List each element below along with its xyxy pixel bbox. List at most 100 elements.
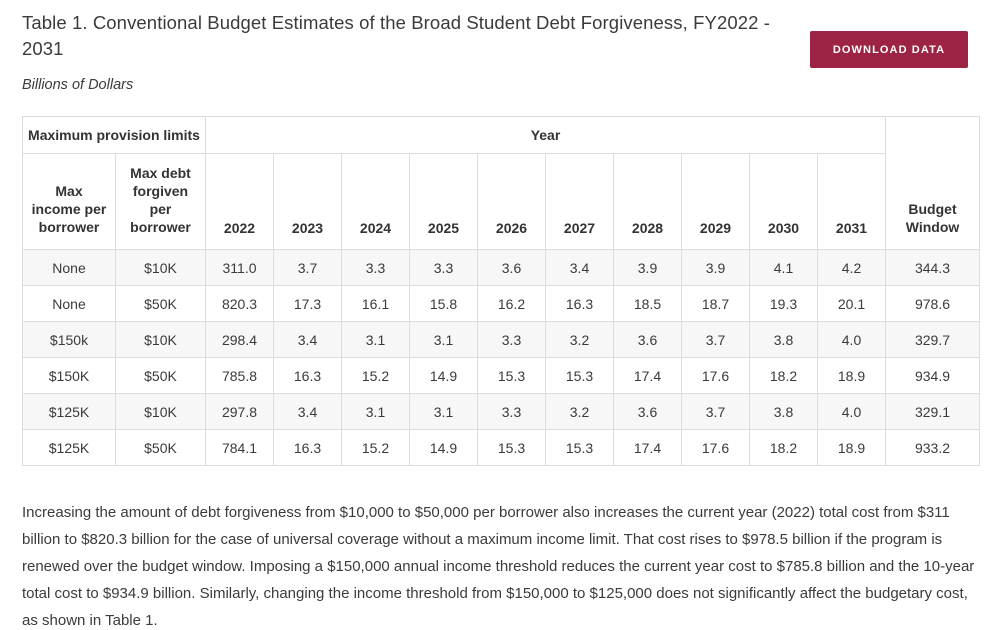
max-debt-cell: $50K xyxy=(115,285,206,322)
value-cell: 3.3 xyxy=(341,249,410,286)
value-cell: 16.1 xyxy=(341,285,410,322)
budget-window-cell: 329.1 xyxy=(885,393,980,430)
value-cell: 18.9 xyxy=(817,357,886,394)
value-cell: 3.6 xyxy=(613,321,682,358)
value-cell: 3.6 xyxy=(477,249,546,286)
value-cell: 18.2 xyxy=(749,357,818,394)
budget-window-cell: 934.9 xyxy=(885,357,980,394)
value-cell: 16.3 xyxy=(273,357,342,394)
page-title: Table 1. Conventional Budget Estimates o… xyxy=(22,12,771,59)
value-cell: 3.6 xyxy=(613,393,682,430)
table-row: $150K $50K 785.8 16.3 15.2 14.9 15.3 15.… xyxy=(22,357,980,394)
value-cell: 19.3 xyxy=(749,285,818,322)
year-column-header: 2031 xyxy=(817,153,886,250)
value-cell: 3.8 xyxy=(749,393,818,430)
value-cell: 14.9 xyxy=(409,357,478,394)
year-column-header: 2025 xyxy=(409,153,478,250)
value-cell: 3.8 xyxy=(749,321,818,358)
value-cell: 17.4 xyxy=(613,357,682,394)
value-cell: 3.9 xyxy=(613,249,682,286)
max-debt-cell: $10K xyxy=(115,249,206,286)
max-income-cell: $150K xyxy=(22,357,116,394)
value-cell: 15.8 xyxy=(409,285,478,322)
value-cell: 15.3 xyxy=(545,357,614,394)
value-cell: 17.6 xyxy=(681,357,750,394)
value-cell: 17.3 xyxy=(273,285,342,322)
value-cell: 3.1 xyxy=(409,393,478,430)
value-cell: 3.4 xyxy=(273,393,342,430)
table-row: None $10K 311.0 3.7 3.3 3.3 3.6 3.4 3.9 … xyxy=(22,249,980,286)
value-cell: 14.9 xyxy=(409,429,478,466)
max-income-cell: $125K xyxy=(22,429,116,466)
value-cell: 18.2 xyxy=(749,429,818,466)
value-cell: 20.1 xyxy=(817,285,886,322)
value-cell: 3.1 xyxy=(341,393,410,430)
value-cell: 15.3 xyxy=(545,429,614,466)
max-debt-cell: $50K xyxy=(115,357,206,394)
table-row: $125K $10K 297.8 3.4 3.1 3.1 3.3 3.2 3.6… xyxy=(22,393,980,430)
max-income-column-header: Max income per borrower xyxy=(22,153,116,250)
value-cell: 3.7 xyxy=(681,321,750,358)
table-row: None $50K 820.3 17.3 16.1 15.8 16.2 16.3… xyxy=(22,285,980,322)
provision-limits-group-header: Maximum provision limits xyxy=(22,116,206,154)
max-income-cell: $150k xyxy=(22,321,116,358)
max-debt-column-header: Max debt forgiven per borrower xyxy=(115,153,206,250)
year-column-header: 2027 xyxy=(545,153,614,250)
year-column-header: 2028 xyxy=(613,153,682,250)
max-income-cell: None xyxy=(22,249,116,286)
value-cell: 17.6 xyxy=(681,429,750,466)
value-cell: 3.3 xyxy=(477,321,546,358)
max-debt-cell: $10K xyxy=(115,321,206,358)
table-row: $150k $10K 298.4 3.4 3.1 3.1 3.3 3.2 3.6… xyxy=(22,321,980,358)
year-column-header: 2023 xyxy=(273,153,342,250)
max-debt-cell: $50K xyxy=(115,429,206,466)
value-cell: 3.4 xyxy=(545,249,614,286)
analysis-paragraph: Increasing the amount of debt forgivenes… xyxy=(22,504,975,629)
value-cell: 15.3 xyxy=(477,357,546,394)
value-cell: 3.1 xyxy=(409,321,478,358)
value-cell: 4.1 xyxy=(749,249,818,286)
value-cell: 16.2 xyxy=(477,285,546,322)
year-group-header: Year xyxy=(205,116,886,154)
value-cell: 311.0 xyxy=(205,249,274,286)
value-cell: 3.1 xyxy=(341,321,410,358)
value-cell: 18.9 xyxy=(817,429,886,466)
table-row: $125K $50K 784.1 16.3 15.2 14.9 15.3 15.… xyxy=(22,429,980,466)
budget-window-cell: 933.2 xyxy=(885,429,980,466)
budget-window-column-header: Budget Window xyxy=(885,116,980,250)
value-cell: 785.8 xyxy=(205,357,274,394)
value-cell: 4.0 xyxy=(817,321,886,358)
budget-window-cell: 978.6 xyxy=(885,285,980,322)
value-cell: 3.2 xyxy=(545,321,614,358)
value-cell: 16.3 xyxy=(545,285,614,322)
value-cell: 820.3 xyxy=(205,285,274,322)
value-cell: 15.3 xyxy=(477,429,546,466)
max-income-cell: None xyxy=(22,285,116,322)
table-column-header-row: Max income per borrower Max debt forgive… xyxy=(22,153,980,250)
year-column-header: 2024 xyxy=(341,153,410,250)
value-cell: 15.2 xyxy=(341,429,410,466)
value-cell: 784.1 xyxy=(205,429,274,466)
value-cell: 3.7 xyxy=(681,393,750,430)
value-cell: 3.3 xyxy=(477,393,546,430)
value-cell: 18.5 xyxy=(613,285,682,322)
download-data-button[interactable]: DOWNLOAD DATA xyxy=(810,31,968,68)
year-column-header: 2026 xyxy=(477,153,546,250)
value-cell: 3.3 xyxy=(409,249,478,286)
year-column-header: 2030 xyxy=(749,153,818,250)
value-cell: 3.4 xyxy=(273,321,342,358)
value-cell: 3.2 xyxy=(545,393,614,430)
budget-window-cell: 329.7 xyxy=(885,321,980,358)
value-cell: 298.4 xyxy=(205,321,274,358)
value-cell: 18.7 xyxy=(681,285,750,322)
value-cell: 16.3 xyxy=(273,429,342,466)
value-cell: 4.2 xyxy=(817,249,886,286)
max-debt-cell: $10K xyxy=(115,393,206,430)
value-cell: 297.8 xyxy=(205,393,274,430)
value-cell: 15.2 xyxy=(341,357,410,394)
max-income-cell: $125K xyxy=(22,393,116,430)
year-column-header: 2022 xyxy=(205,153,274,250)
value-cell: 4.0 xyxy=(817,393,886,430)
year-column-header: 2029 xyxy=(681,153,750,250)
